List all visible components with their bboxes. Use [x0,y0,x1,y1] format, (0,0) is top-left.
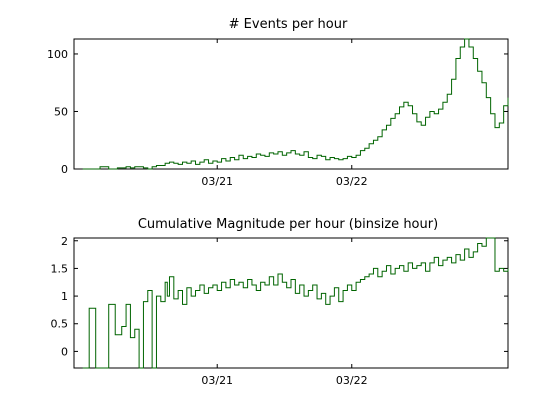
magnitude-chart-series-line [82,237,509,369]
magnitude-chart-title: Cumulative Magnitude per hour (binsize h… [138,217,438,232]
events-chart-ticks: 0 50 100 03/21 03/22 [47,39,508,188]
magnitude-chart-ytick-label: 0.5 [51,318,69,331]
magnitude-chart-ticks: 0 0.5 1 1.5 2 03/21 03/22 [51,235,508,387]
events-chart-series-line [82,38,509,170]
events-chart-xtick-label: 03/21 [201,175,233,188]
magnitude-chart-xtick-label: 03/22 [336,374,368,387]
magnitude-chart-ytick-label: 2 [61,235,68,248]
events-chart-xtick-label: 03/22 [336,175,368,188]
magnitude-chart-ytick-label: 1.5 [51,262,69,275]
events-chart: # Events per hour 0 50 100 03/21 03/22 [47,17,509,188]
events-chart-axes [73,38,509,170]
events-chart-ytick-label: 0 [61,163,68,176]
events-chart-ytick-label: 50 [54,105,68,118]
magnitude-chart-ytick-label: 0 [61,345,68,358]
magnitude-chart: Cumulative Magnitude per hour (binsize h… [51,217,509,387]
events-chart-title: # Events per hour [229,17,348,32]
events-chart-ytick-label: 100 [47,48,68,61]
magnitude-chart-xtick-label: 03/21 [201,374,233,387]
magnitude-chart-ytick-label: 1 [61,290,68,303]
magnitude-chart-axes [73,237,509,369]
